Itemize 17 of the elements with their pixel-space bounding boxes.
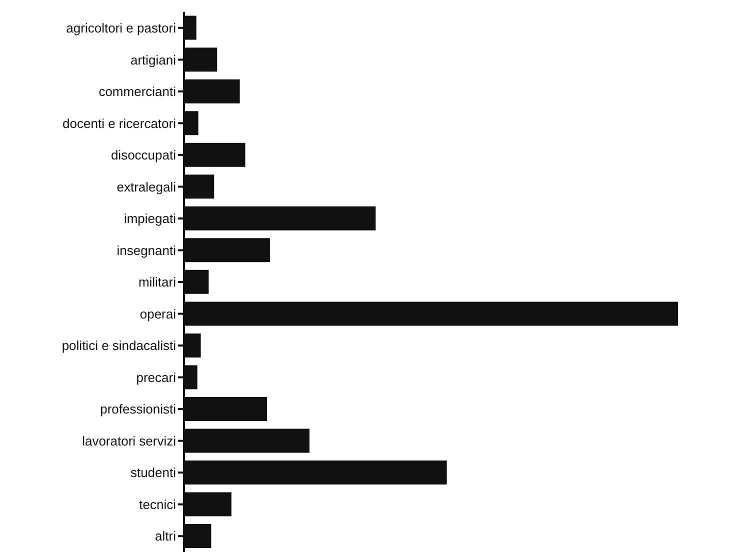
y-tick-label: artigiani [130, 52, 176, 68]
y-tick-label: militari [138, 274, 176, 290]
y-tick-label: docenti e ricercatori [62, 116, 176, 131]
y-tick-label: altri [155, 528, 176, 544]
y-tick-label: disoccupati [110, 148, 176, 163]
y-tick-label: professionisti [100, 402, 176, 417]
y-tick-label: studenti [130, 465, 176, 480]
y-tick-label: insegnanti [116, 242, 176, 258]
y-tick-label: operai [140, 306, 176, 322]
y-tick-label: lavoratori servizi [82, 433, 176, 448]
y-tick-label: extralegali [116, 179, 176, 194]
y-tick-label: impiegati [124, 211, 176, 226]
y-tick-label: precari [136, 370, 176, 385]
y-tick-label: agricoltori e pastori [66, 20, 176, 36]
y-tick-label: tecnici [139, 496, 176, 512]
y-tick-label: politici e sindacalisti [62, 338, 176, 354]
y-tick-label: commercianti [98, 84, 176, 100]
